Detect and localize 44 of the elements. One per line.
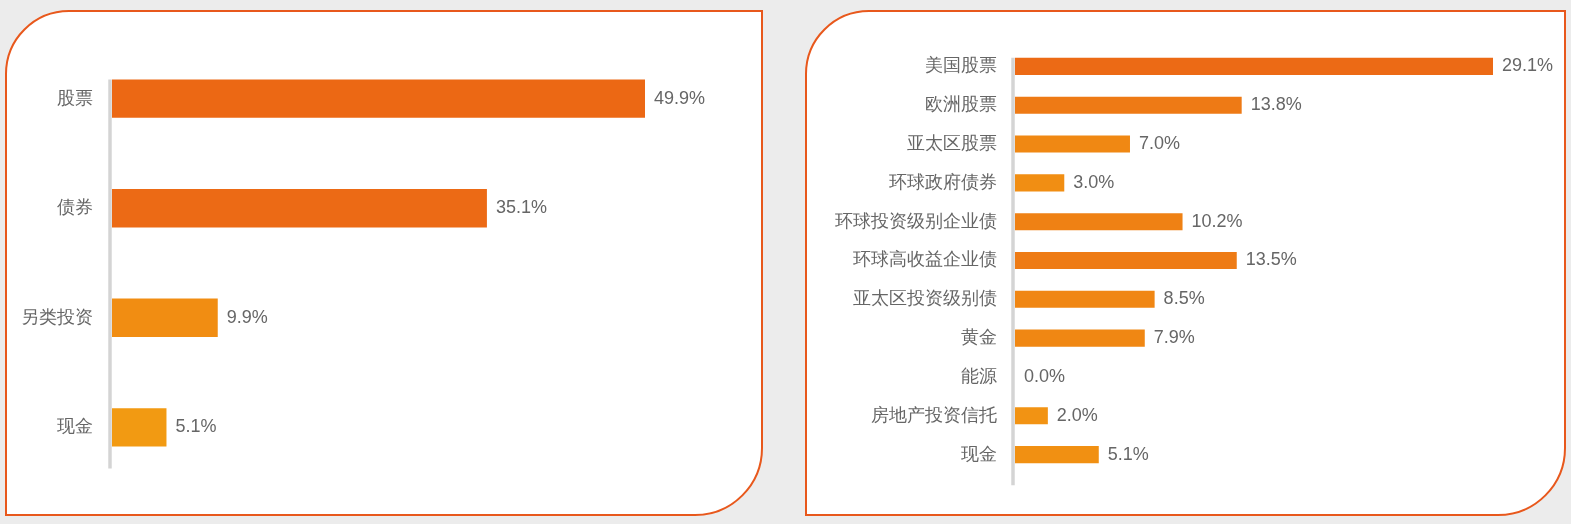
bar bbox=[1015, 57, 1493, 75]
data-label: 2.0% bbox=[1056, 404, 1098, 425]
bar bbox=[112, 408, 167, 447]
y-tick-label: 现金 bbox=[57, 416, 93, 437]
bar bbox=[1015, 251, 1237, 270]
bar bbox=[112, 79, 645, 118]
y-tick-label: 股票 bbox=[57, 87, 93, 108]
data-label: 35.1% bbox=[495, 197, 547, 218]
y-tick-label: 亚太区股票 bbox=[907, 133, 997, 154]
data-label: 10.2% bbox=[1191, 210, 1243, 231]
bar bbox=[1015, 96, 1242, 114]
bar bbox=[1015, 135, 1130, 153]
y-tick-label: 环球投资级别企业债 bbox=[835, 210, 997, 231]
y-tick-label: 欧洲股票 bbox=[925, 94, 997, 115]
data-label: 5.1% bbox=[1107, 443, 1149, 464]
bar bbox=[1015, 446, 1099, 464]
data-label: 7.0% bbox=[1138, 133, 1181, 154]
y-tick-label: 美国股票 bbox=[925, 55, 997, 76]
data-label: 7.9% bbox=[1153, 327, 1195, 348]
bar bbox=[1015, 213, 1183, 231]
data-label: 3.0% bbox=[1073, 171, 1115, 192]
bar bbox=[112, 298, 218, 337]
bar bbox=[1015, 174, 1065, 192]
data-label: 29.1% bbox=[1502, 55, 1554, 76]
y-tick-label: 黄金 bbox=[961, 327, 997, 348]
y-tick-label: 另类投资 bbox=[21, 306, 93, 327]
y-tick-label: 债券 bbox=[57, 197, 93, 218]
bar bbox=[112, 189, 487, 228]
y-tick-label: 能源 bbox=[961, 365, 997, 386]
data-label: 5.1% bbox=[175, 416, 217, 437]
data-label: 49.9% bbox=[654, 87, 706, 108]
y-tick-label: 环球高收益企业债 bbox=[853, 249, 997, 270]
bar bbox=[1015, 329, 1145, 347]
data-label: 8.5% bbox=[1163, 288, 1205, 309]
data-label: 13.8% bbox=[1250, 94, 1302, 115]
bar bbox=[1015, 407, 1048, 425]
y-tick-label: 现金 bbox=[961, 443, 997, 464]
y-tick-label: 房地产投资信托 bbox=[871, 404, 997, 425]
data-label: 0.0% bbox=[1024, 365, 1066, 386]
data-label: 9.9% bbox=[226, 306, 268, 327]
bar bbox=[1015, 290, 1155, 308]
y-tick-label: 环球政府债券 bbox=[889, 171, 997, 192]
y-tick-label: 亚太区投资级别债 bbox=[853, 288, 997, 309]
data-label: 13.5% bbox=[1245, 249, 1297, 270]
